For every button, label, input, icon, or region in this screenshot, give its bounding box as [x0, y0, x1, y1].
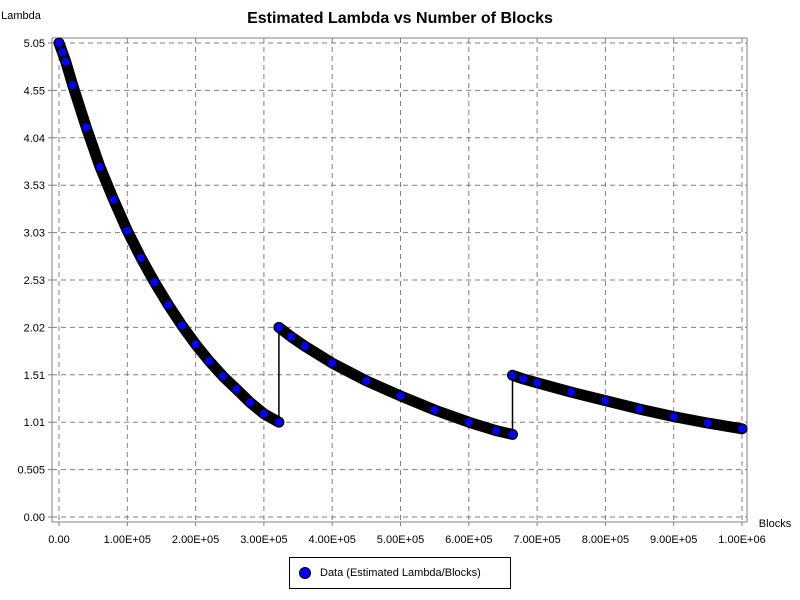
data-point	[176, 320, 187, 331]
data-point	[702, 418, 713, 429]
data-point	[518, 374, 529, 385]
data-point	[60, 56, 71, 67]
x-tick-label: 1.00E+05	[104, 534, 151, 546]
y-tick-label: 3.03	[24, 228, 45, 240]
data-point	[737, 423, 747, 434]
y-tick-label: 2.53	[24, 275, 45, 287]
data-point	[286, 331, 297, 342]
x-tick-label: 7.00E+05	[513, 534, 560, 546]
x-tick-label: 8.00E+05	[582, 534, 629, 546]
data-point	[668, 411, 679, 422]
data-point	[245, 397, 256, 408]
data-point	[273, 417, 284, 428]
data-point	[273, 322, 284, 333]
y-tick-label: 4.55	[24, 85, 45, 97]
data-point	[54, 38, 64, 48]
data-point	[81, 122, 92, 133]
x-axis-label: Blocks	[759, 518, 792, 530]
y-tick-label: 2.02	[24, 322, 45, 334]
x-tick-label: 4.00E+05	[308, 534, 355, 546]
y-tick-label: 1.51	[24, 370, 45, 382]
x-tick-label: 3.00E+05	[240, 534, 287, 546]
data-point	[94, 161, 105, 172]
data-point	[395, 390, 406, 401]
data-point	[299, 341, 310, 352]
data-point	[149, 277, 160, 288]
series-trace	[273, 321, 518, 440]
data-point	[327, 358, 338, 369]
legend-label: Data (Estimated Lambda/Blocks)	[320, 567, 481, 579]
data-point	[507, 370, 518, 381]
data-point	[258, 408, 269, 419]
data-point	[507, 429, 518, 440]
data-point	[135, 252, 146, 263]
data-point	[532, 377, 543, 388]
y-tick-label: 0.00	[24, 512, 45, 524]
data-point	[463, 417, 474, 428]
legend-marker-icon	[299, 567, 311, 579]
data-point	[57, 47, 68, 58]
y-tick-label: 4.04	[24, 133, 45, 145]
data-point	[361, 375, 372, 386]
x-tick-label: 6.00E+05	[445, 534, 492, 546]
y-axis-label: Lambda	[1, 10, 42, 22]
chart-title: Estimated Lambda vs Number of Blocks	[247, 10, 553, 27]
data-point	[163, 299, 174, 310]
data-point	[217, 371, 228, 382]
data-point	[566, 387, 577, 398]
x-tick-label: 2.00E+05	[172, 534, 219, 546]
data-point	[190, 339, 201, 350]
data-point	[67, 80, 78, 91]
data-point	[600, 395, 611, 406]
data-point	[122, 225, 133, 236]
x-tick-label: 5.00E+05	[377, 534, 424, 546]
x-tick-label: 1.00E+06	[718, 534, 765, 546]
legend: Data (Estimated Lambda/Blocks)	[289, 557, 511, 589]
y-tick-label: 5.05	[24, 38, 45, 50]
data-point	[634, 404, 645, 415]
y-tick-label: 0.505	[17, 465, 45, 477]
y-tick-label: 3.53	[24, 180, 45, 192]
data-point	[429, 404, 440, 415]
x-tick-label: 0.00	[48, 534, 69, 546]
data-point	[204, 356, 215, 367]
y-tick-label: 1.01	[24, 417, 45, 429]
data-point	[491, 425, 502, 436]
x-tick-label: 9.00E+05	[650, 534, 697, 546]
data-point	[108, 194, 119, 205]
data-point	[231, 384, 242, 395]
